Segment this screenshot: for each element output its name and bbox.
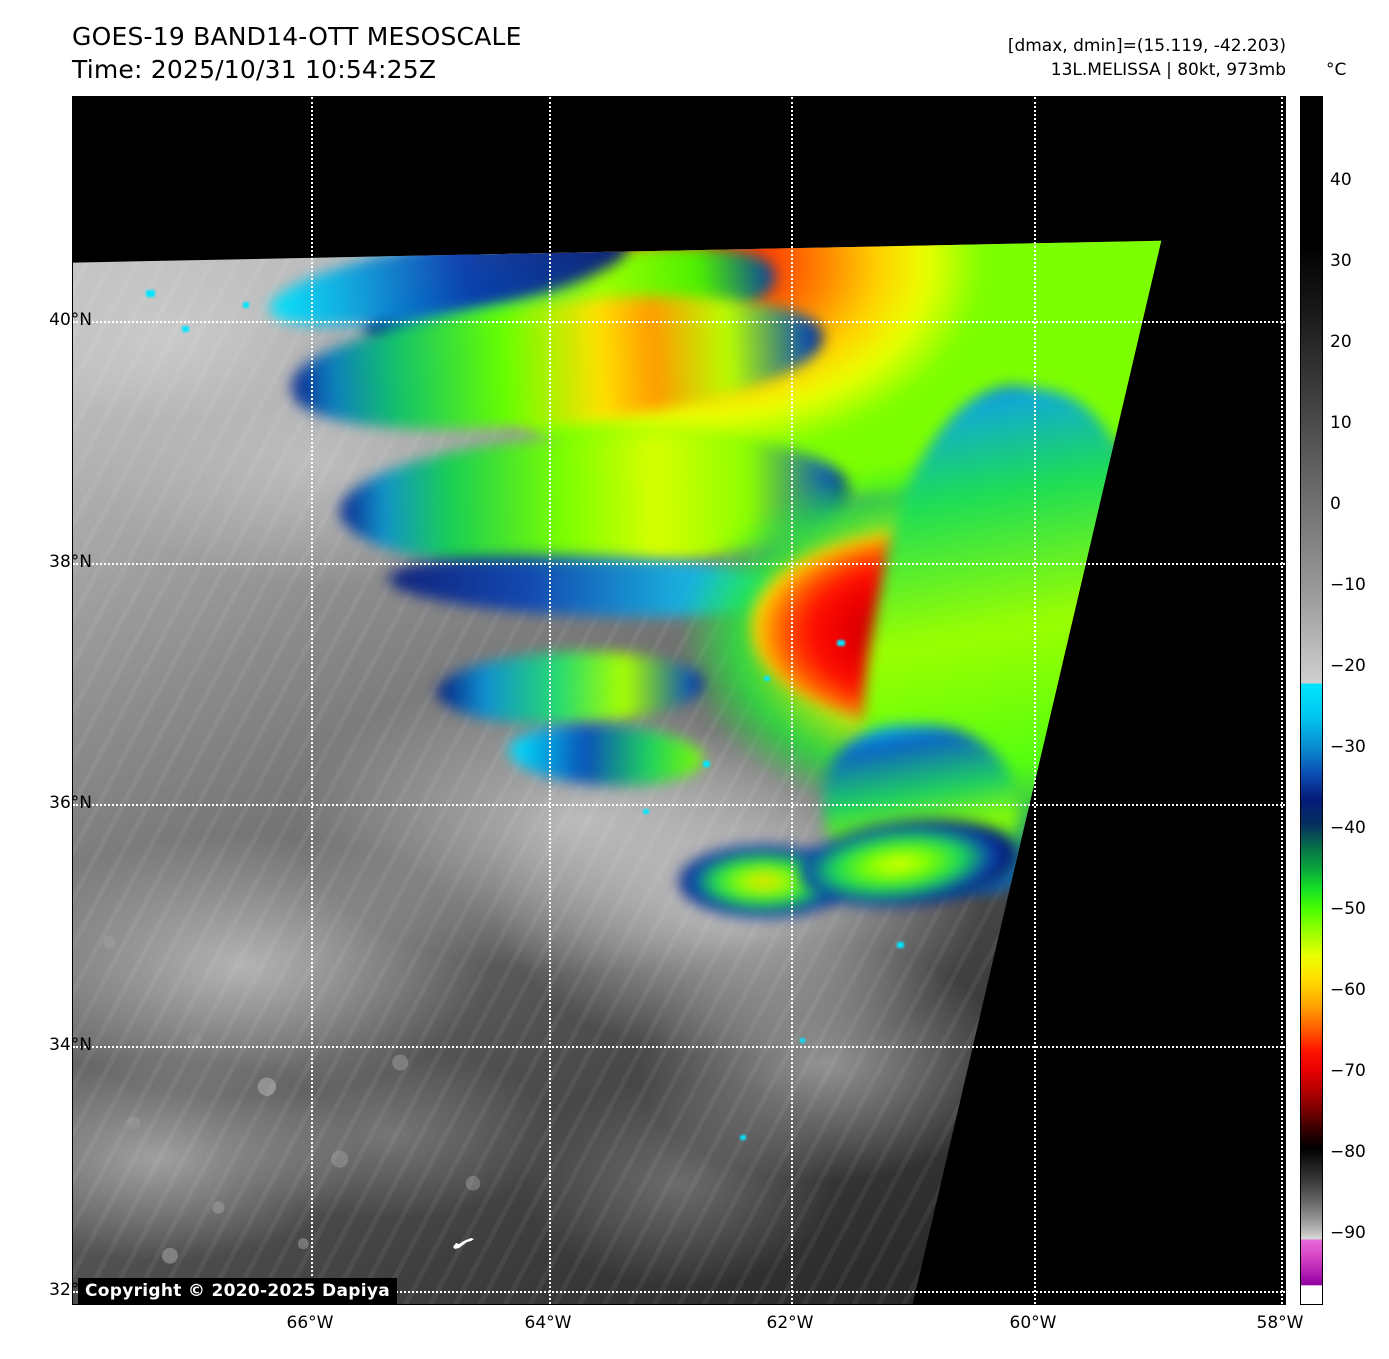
copyright-overlay: Copyright © 2020-2025 Dapiya <box>78 1278 397 1305</box>
timestamp-label: Time: 2025/10/31 10:54:25Z <box>72 55 437 84</box>
colorbar-tick-label: −70 <box>1330 1061 1366 1081</box>
colorbar-tick-label: −20 <box>1330 656 1366 676</box>
cyan-speck <box>642 809 649 815</box>
colorbar-tick-label: 40 <box>1330 170 1352 190</box>
bermuda-coastline-icon <box>453 1238 474 1249</box>
cyan-speck <box>897 941 905 948</box>
cyan-speck <box>763 676 770 682</box>
cyan-speck <box>836 640 845 647</box>
xtick-label: 58°W <box>1256 1313 1304 1333</box>
xtick-label: 64°W <box>524 1313 572 1333</box>
satellite-image-plot[interactable] <box>72 96 1286 1305</box>
cyan-speck <box>703 760 711 767</box>
xtick-label: 62°W <box>766 1313 814 1333</box>
cyan-speck <box>739 1135 746 1141</box>
colorbar-tick-label: −60 <box>1330 980 1366 1000</box>
colorbar-tick-label: −40 <box>1330 818 1366 838</box>
colorbar-tick-label: −30 <box>1330 737 1366 757</box>
gridline-lon-58 <box>1281 97 1283 1304</box>
colorbar-tick-label: −50 <box>1330 899 1366 919</box>
ytick-label: 40°N <box>49 310 92 330</box>
temperature-colorbar[interactable] <box>1300 96 1323 1305</box>
ytick-label: 38°N <box>49 552 92 572</box>
page-title: GOES-19 BAND14-OTT MESOSCALE <box>72 22 522 51</box>
dmax-dmin-label: [dmax, dmin]=(15.119, -42.203) <box>1007 36 1286 56</box>
xtick-label: 60°W <box>1009 1313 1057 1333</box>
ytick-label: 34°N <box>49 1035 92 1055</box>
cyan-speck <box>182 326 190 333</box>
cyan-speck <box>145 290 155 298</box>
colorbar-tick-label: 0 <box>1330 494 1341 514</box>
cyan-speck <box>242 302 249 309</box>
colorbar-unit-label: °C <box>1326 60 1347 80</box>
colorbar-tick-label: −80 <box>1330 1142 1366 1162</box>
satellite-swath <box>73 240 1162 1304</box>
storm-info-label: 13L.MELISSA | 80kt, 973mb <box>1050 60 1286 80</box>
header-title-block: GOES-19 BAND14-OTT MESOSCALE Time: 2025/… <box>72 20 522 86</box>
xtick-label: 66°W <box>286 1313 334 1333</box>
cyan-speck <box>800 1038 806 1044</box>
colorbar-tick-label: −90 <box>1330 1223 1366 1243</box>
colorbar-tick-label: 30 <box>1330 251 1352 271</box>
ytick-label: 36°N <box>49 793 92 813</box>
colorbar-tick-label: −10 <box>1330 575 1366 595</box>
header-meta-block: [dmax, dmin]=(15.119, -42.203) 13L.MELIS… <box>1008 34 1286 82</box>
colorbar-tick-label: 20 <box>1330 332 1352 352</box>
colorbar-tick-label: 10 <box>1330 413 1352 433</box>
